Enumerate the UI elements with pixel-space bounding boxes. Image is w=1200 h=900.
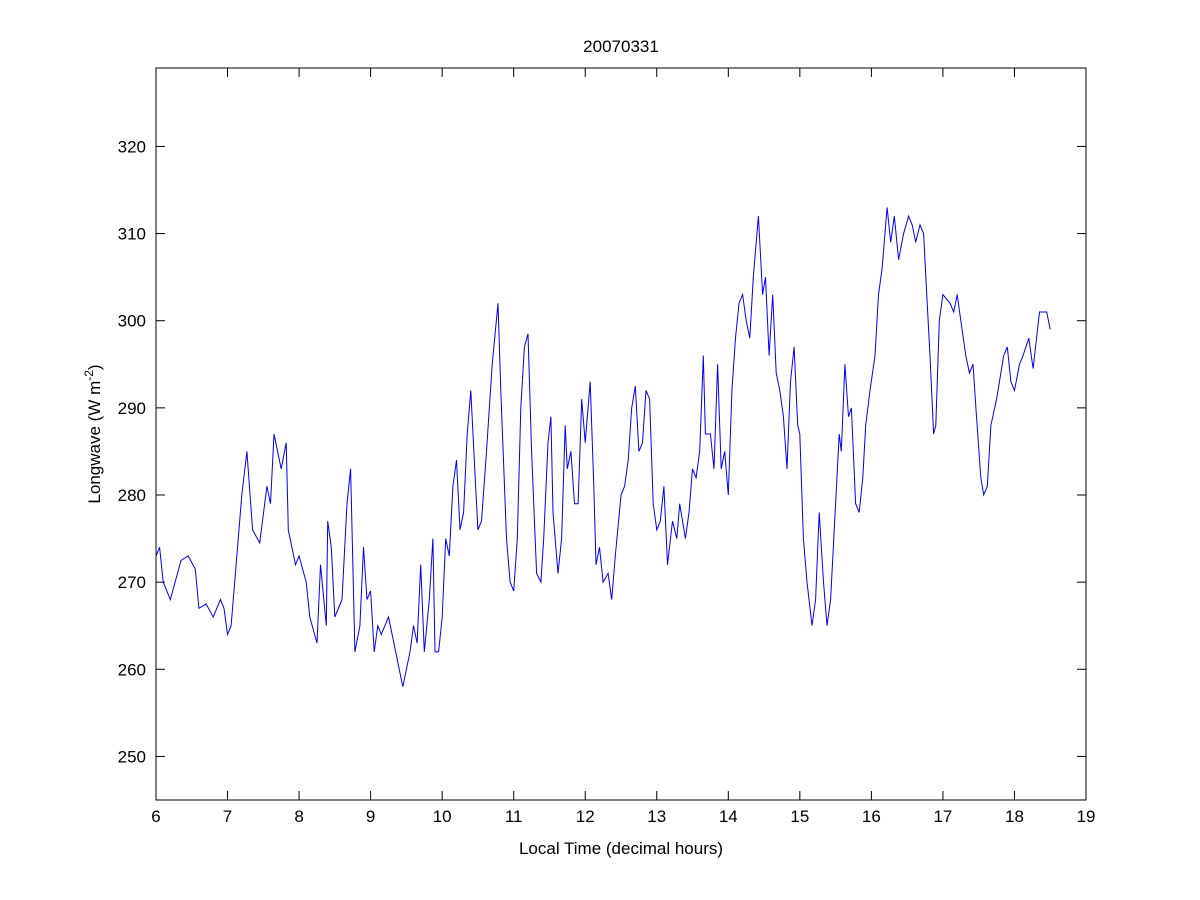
x-tick-label: 15: [790, 807, 809, 826]
x-tick-label: 12: [576, 807, 595, 826]
y-tick-label: 310: [118, 225, 146, 244]
plot-area: [155, 67, 1087, 801]
y-tick-label: 320: [118, 137, 146, 156]
y-axis-label-main: Longwave (W m: [85, 381, 104, 504]
y-tick-label: 250: [118, 747, 146, 766]
x-tick-label: 16: [862, 807, 881, 826]
series-line-longwave: [155, 207, 1051, 687]
x-tick-label: 19: [1077, 807, 1096, 826]
y-tick-label: 280: [118, 486, 146, 505]
x-tick-label: 11: [505, 807, 523, 826]
y-axis-label-superscript: -2: [82, 370, 96, 381]
y-tick-label: 260: [118, 660, 146, 679]
y-tick-label: 290: [118, 399, 146, 418]
y-axis-label-close: ): [85, 364, 104, 370]
x-tick-label: 10: [433, 807, 452, 826]
x-tick-label: 17: [933, 807, 952, 826]
x-axis-label: Local Time (decimal hours): [519, 839, 723, 858]
x-tick-label: 6: [151, 807, 160, 826]
y-axis-label: Longwave (W m-2): [82, 364, 104, 503]
chart-title: 20070331: [583, 37, 659, 56]
y-tick-label: 300: [118, 312, 146, 331]
x-tick-label: 8: [294, 807, 303, 826]
x-tick-label: 7: [223, 807, 232, 826]
x-tick-label: 14: [719, 807, 738, 826]
x-tick-label: 13: [647, 807, 666, 826]
x-tick-label: 9: [366, 807, 375, 826]
x-tick-label: 18: [1005, 807, 1024, 826]
y-tick-label: 270: [118, 573, 146, 592]
